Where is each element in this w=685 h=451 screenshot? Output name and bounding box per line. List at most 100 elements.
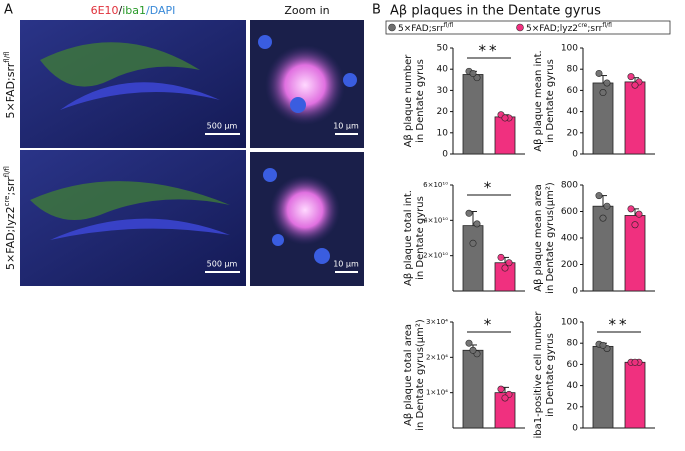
bar <box>462 349 484 429</box>
row-label-text: 5×FAD;srr <box>4 62 17 118</box>
data-point <box>599 341 607 349</box>
y-axis-label: Aβ plaque number <box>403 54 414 148</box>
y-tick-label: 3×10⁴ <box>426 318 448 326</box>
bar <box>462 74 484 155</box>
data-point <box>631 221 639 229</box>
data-point <box>497 253 505 261</box>
data-point <box>465 209 473 217</box>
scale-label: 500 µm <box>207 122 238 131</box>
y-tick-label: 80 <box>567 339 579 349</box>
stain: /DAPI <box>146 4 175 17</box>
data-point <box>631 358 639 366</box>
y-tick-label: 6×10¹⁰ <box>423 181 448 189</box>
y-tick-label: 800 <box>561 181 578 191</box>
y-axis-label: in Dentate gyrus <box>545 333 556 417</box>
y-axis-label: in Dentate gyrus(µm²) <box>415 319 426 431</box>
y-tick-label: 40 <box>437 65 449 75</box>
y-tick-label: 60 <box>567 360 579 370</box>
y-tick-label: 600 <box>561 207 578 217</box>
y-tick-label: 2×10⁴ <box>426 353 448 361</box>
data-point <box>627 205 635 213</box>
row-label-sup: fl/fl <box>3 166 11 177</box>
y-axis-label: in Dentate gyrus(µm²) <box>545 182 556 294</box>
y-tick-label: 10 <box>437 128 449 138</box>
row-label-text: 5×FAD;lyz2 <box>4 206 17 270</box>
y-tick-label: 50 <box>437 44 449 54</box>
y-axis-label: Aβ plaque mean area <box>533 184 544 292</box>
data-point <box>497 385 505 393</box>
y-tick-label: 40 <box>567 381 579 391</box>
panel-label: A <box>4 3 13 18</box>
legend-swatch <box>388 23 396 32</box>
y-tick-label: 20 <box>567 402 579 412</box>
row-label: 5×FAD;lyz2cre;srrfl/fl <box>3 166 17 270</box>
data-point <box>635 210 643 218</box>
y-tick-label: 400 <box>561 234 578 244</box>
significance: * <box>484 316 495 334</box>
y-axis-label: in Dentate gyrus <box>545 59 556 143</box>
data-point <box>631 81 639 89</box>
y-tick-label: 0 <box>572 424 578 434</box>
row-label-text: ;srr <box>4 177 17 196</box>
y-tick-label: 100 <box>561 318 578 328</box>
legend-text: 5×FAD;lyz2 <box>526 24 578 34</box>
bar <box>624 81 646 155</box>
stain-title: 6E10/iba1/DAPI <box>91 4 176 17</box>
y-axis-label: Aβ plaque total int. <box>403 190 414 286</box>
legend-entry: 5×FAD;lyz2cre;srrfl/fl <box>526 22 612 34</box>
bar <box>494 116 516 155</box>
y-axis-label: iba1-positive cell number <box>533 311 544 439</box>
data-point <box>501 264 509 272</box>
y-tick-label: 200 <box>561 260 578 270</box>
bar <box>592 345 614 429</box>
row-label-sup: fl/fl <box>3 51 11 62</box>
stain: iba1 <box>122 4 146 17</box>
y-axis-label: Aβ plaque total area <box>403 324 414 426</box>
y-axis-label: in Dentate gyrus <box>415 196 426 280</box>
legend-sup: cre <box>578 22 588 29</box>
stain: 6E10 <box>91 4 119 17</box>
y-tick-label: 0 <box>442 150 448 160</box>
bar <box>624 361 646 429</box>
y-tick-label: 80 <box>567 65 579 75</box>
y-tick-label: 1×10⁴ <box>426 389 448 397</box>
data-point <box>599 214 607 222</box>
row-label-sup: cre <box>3 196 11 207</box>
y-tick-label: 4×10¹⁰ <box>423 216 448 224</box>
y-tick-label: 20 <box>437 107 449 117</box>
panel-label: B <box>372 3 381 18</box>
data-point <box>469 346 477 354</box>
overview-image <box>20 150 246 286</box>
data-point <box>473 74 481 82</box>
data-point <box>469 239 477 247</box>
legend-box <box>385 20 671 35</box>
data-point <box>501 394 509 402</box>
legend-sup: fl/fl <box>444 22 454 29</box>
data-point <box>505 259 513 267</box>
y-tick-label: 30 <box>437 86 449 96</box>
data-point <box>599 89 607 97</box>
scale-label: 10 µm <box>333 260 359 269</box>
data-point <box>595 192 603 200</box>
legend-text: ;srr <box>587 24 602 34</box>
scale-label: 10 µm <box>333 122 359 131</box>
micrographs <box>20 20 364 286</box>
y-tick-label: 40 <box>567 107 579 117</box>
y-tick-label: 20 <box>567 128 579 138</box>
y-tick-label: 100 <box>561 44 578 54</box>
legend-swatch <box>516 23 524 32</box>
y-axis-label: in Dentate gyrus <box>415 59 426 143</box>
data-point <box>603 202 611 210</box>
bar <box>462 225 484 292</box>
legend-text: 5×FAD;srr <box>398 24 444 34</box>
y-tick-label: 60 <box>567 86 579 96</box>
data-point <box>501 114 509 122</box>
data-point <box>465 339 473 347</box>
significance: * <box>484 179 495 197</box>
panel-title: Aβ plaques in the Dentate gyrus <box>390 4 601 19</box>
y-tick-label: 0 <box>572 150 578 160</box>
data-point <box>469 69 477 77</box>
row-label: 5×FAD;srrfl/fl <box>3 51 17 118</box>
